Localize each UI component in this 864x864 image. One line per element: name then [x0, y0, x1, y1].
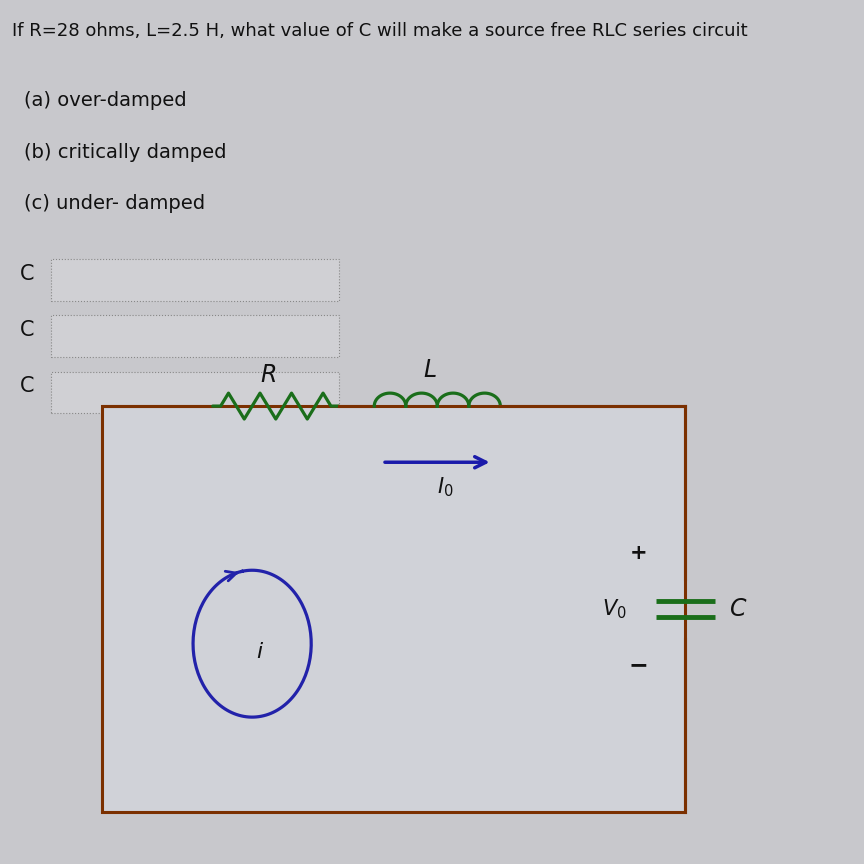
- Text: $R$: $R$: [260, 363, 276, 387]
- Text: C: C: [20, 264, 35, 283]
- Text: C: C: [20, 376, 35, 396]
- Text: $V_0$: $V_0$: [601, 597, 626, 621]
- Text: $C$: $C$: [729, 597, 747, 621]
- Text: C: C: [20, 320, 35, 340]
- Text: $L$: $L$: [422, 358, 436, 382]
- Text: +: +: [629, 543, 647, 563]
- Text: −: −: [628, 653, 648, 677]
- Bar: [51, 259, 339, 301]
- Bar: [51, 372, 339, 413]
- Bar: [51, 315, 339, 357]
- Text: (b) critically damped: (b) critically damped: [23, 143, 226, 162]
- Text: $i$: $i$: [256, 642, 264, 663]
- Bar: [103, 406, 685, 812]
- Text: (a) over-damped: (a) over-damped: [23, 91, 187, 110]
- Text: $I_0$: $I_0$: [437, 475, 454, 499]
- Text: If R=28 ohms, L=2.5 H, what value of C will make a source free RLC series circui: If R=28 ohms, L=2.5 H, what value of C w…: [12, 22, 747, 40]
- Text: (c) under- damped: (c) under- damped: [23, 194, 205, 213]
